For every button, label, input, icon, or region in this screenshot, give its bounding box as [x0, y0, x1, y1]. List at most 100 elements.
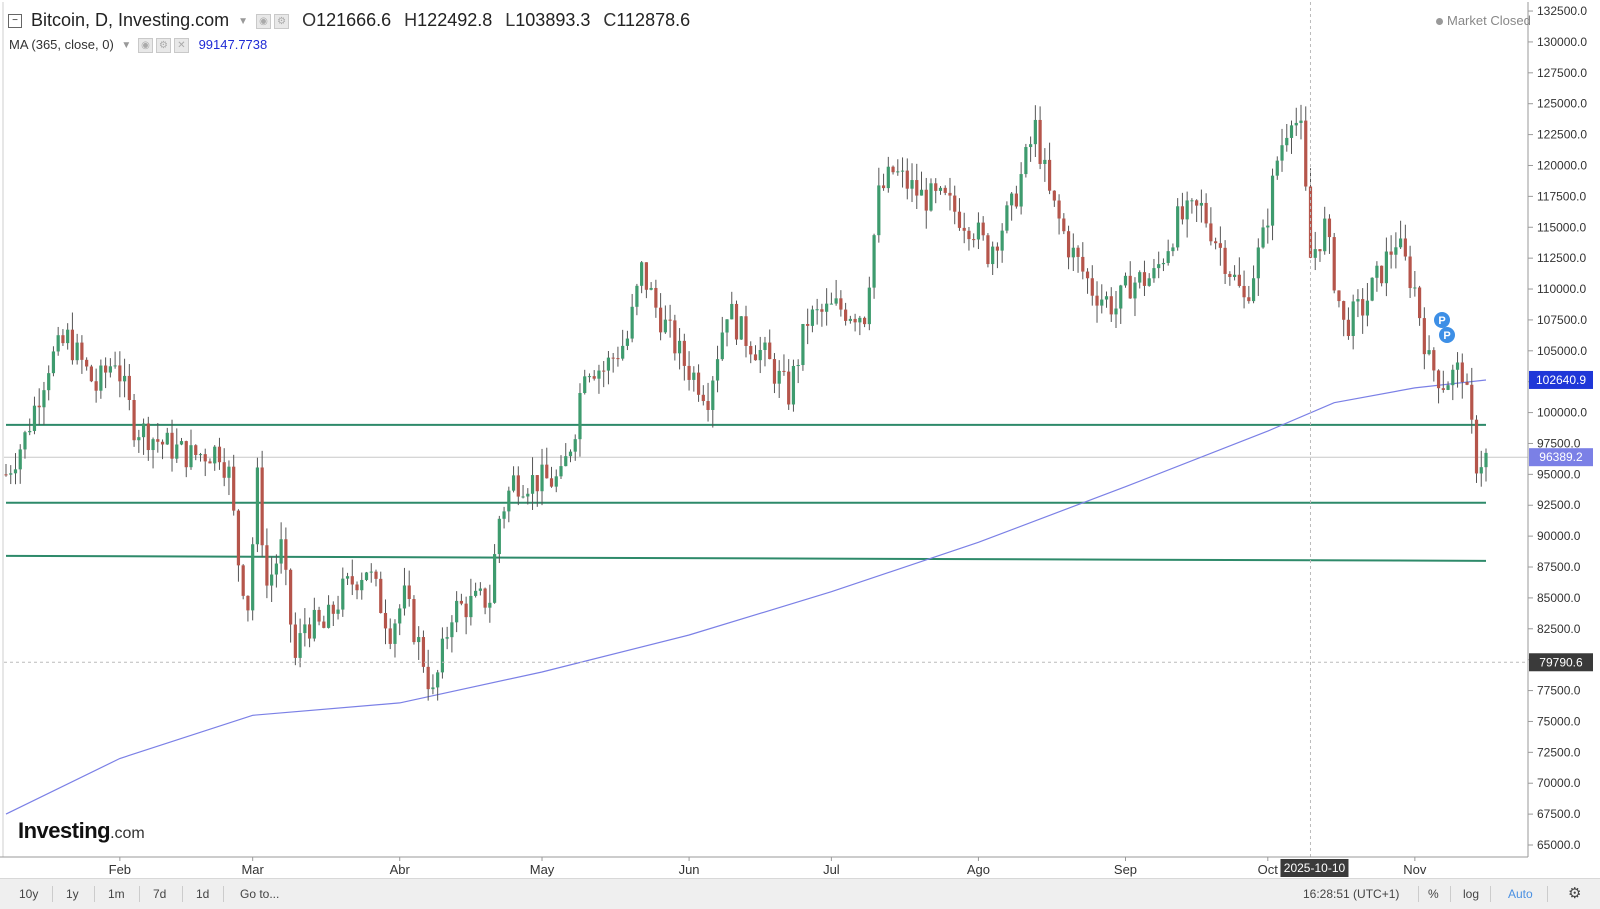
candle-up[interactable] [42, 390, 46, 408]
candle-down[interactable] [749, 345, 753, 355]
candle-down[interactable] [1128, 275, 1132, 299]
candle-up[interactable] [369, 571, 373, 573]
candle-down[interactable] [156, 439, 160, 442]
candle-up[interactable] [151, 439, 155, 451]
candle-up[interactable] [1019, 174, 1023, 207]
candle-up[interactable] [1356, 299, 1360, 302]
candle-down[interactable] [654, 287, 658, 308]
candle-up[interactable] [1232, 274, 1237, 277]
candle-down[interactable] [1422, 318, 1426, 355]
candle-down[interactable] [293, 624, 297, 658]
candle-down[interactable] [1417, 287, 1422, 319]
candle-up[interactable] [360, 579, 364, 591]
candle-up[interactable] [801, 323, 805, 366]
candle-up[interactable] [1100, 299, 1104, 306]
candle-up[interactable] [402, 585, 407, 609]
candle-up[interactable] [32, 405, 37, 431]
candle-down[interactable] [668, 319, 672, 321]
candle-up[interactable] [341, 578, 345, 610]
candle-down[interactable] [236, 510, 241, 566]
candle-down[interactable] [70, 329, 75, 361]
range-10y-button[interactable]: 10y [19, 887, 39, 901]
candle-up[interactable] [66, 329, 70, 344]
candle-up[interactable] [1171, 247, 1175, 252]
candle-up[interactable] [326, 604, 331, 628]
log-scale-button[interactable]: log [1463, 887, 1480, 901]
candle-down[interactable] [696, 372, 701, 395]
candle-up[interactable] [692, 372, 696, 380]
candle-up[interactable] [858, 317, 862, 323]
candle-down[interactable] [1332, 237, 1336, 291]
candle-up[interactable] [1024, 147, 1028, 175]
candle-down[interactable] [194, 445, 198, 455]
candle-up[interactable] [440, 638, 445, 673]
candle-up[interactable] [976, 222, 981, 240]
gear-icon[interactable]: ⚙ [1568, 885, 1582, 902]
auto-scale-button[interactable]: Auto [1508, 887, 1533, 901]
candle-down[interactable] [1408, 256, 1412, 289]
candle-down[interactable] [232, 466, 236, 511]
candle-up[interactable] [597, 370, 601, 379]
candle-down[interactable] [687, 365, 691, 380]
candle-down[interactable] [260, 467, 264, 546]
candle-down[interactable] [1090, 278, 1094, 296]
candle-up[interactable] [1152, 268, 1156, 279]
candle-up[interactable] [1285, 137, 1289, 146]
candle-up[interactable] [530, 475, 535, 494]
candle-up[interactable] [1479, 467, 1483, 474]
candle-up[interactable] [47, 373, 51, 391]
candle-down[interactable] [85, 359, 89, 367]
candle-down[interactable] [1470, 384, 1474, 420]
candle-down[interactable] [545, 464, 549, 479]
candle-up[interactable] [630, 306, 634, 339]
candle-up[interactable] [815, 309, 819, 311]
candle-up[interactable] [251, 544, 255, 611]
candle-up[interactable] [478, 588, 482, 591]
eye-icon[interactable]: ◉ [137, 38, 153, 54]
candle-down[interactable] [1057, 200, 1061, 219]
candle-down[interactable] [1327, 218, 1332, 238]
candle-down[interactable] [934, 183, 938, 191]
candle-down[interactable] [701, 394, 705, 402]
candle-down[interactable] [89, 366, 93, 382]
candle-down[interactable] [1218, 243, 1222, 248]
candle-up[interactable] [991, 246, 995, 265]
candle-up[interactable] [625, 338, 630, 346]
candle-up[interactable] [213, 446, 217, 464]
candle-up[interactable] [867, 287, 871, 325]
candle-down[interactable] [1441, 388, 1445, 390]
candle-up[interactable] [488, 602, 492, 608]
candle-up[interactable] [1157, 264, 1161, 269]
candle-down[interactable] [1204, 202, 1208, 224]
candle-up[interactable] [1147, 278, 1151, 286]
candle-up[interactable] [1166, 251, 1170, 263]
candle-down[interactable] [289, 569, 293, 625]
candle-down[interactable] [1142, 272, 1147, 286]
candle-down[interactable] [483, 588, 487, 608]
candle-up[interactable] [113, 365, 117, 367]
candle-down[interactable] [967, 230, 971, 240]
candle-up[interactable] [1010, 193, 1014, 206]
candle-down[interactable] [464, 603, 468, 618]
candle-up[interactable] [345, 576, 350, 579]
candle-up[interactable] [938, 187, 943, 191]
candle-down[interactable] [820, 309, 824, 312]
candle-down[interactable] [184, 441, 188, 468]
candle-down[interactable] [1223, 247, 1227, 274]
candle-down[interactable] [80, 342, 84, 360]
candle-down[interactable] [322, 621, 326, 628]
candle-up[interactable] [1138, 272, 1142, 283]
candle-up[interactable] [1119, 285, 1123, 309]
candle-down[interactable] [1403, 238, 1407, 257]
candle-up[interactable] [677, 340, 682, 354]
candle-down[interactable] [421, 637, 426, 667]
candle-down[interactable] [160, 441, 165, 445]
candle-up[interactable] [9, 473, 13, 475]
candle-down[interactable] [881, 185, 886, 189]
candle-down[interactable] [1318, 249, 1322, 252]
candle-down[interactable] [1180, 206, 1185, 220]
candle-down[interactable] [1081, 256, 1085, 272]
candle-down[interactable] [203, 454, 207, 462]
candle-down[interactable] [673, 320, 677, 354]
candle-up[interactable] [796, 365, 800, 367]
